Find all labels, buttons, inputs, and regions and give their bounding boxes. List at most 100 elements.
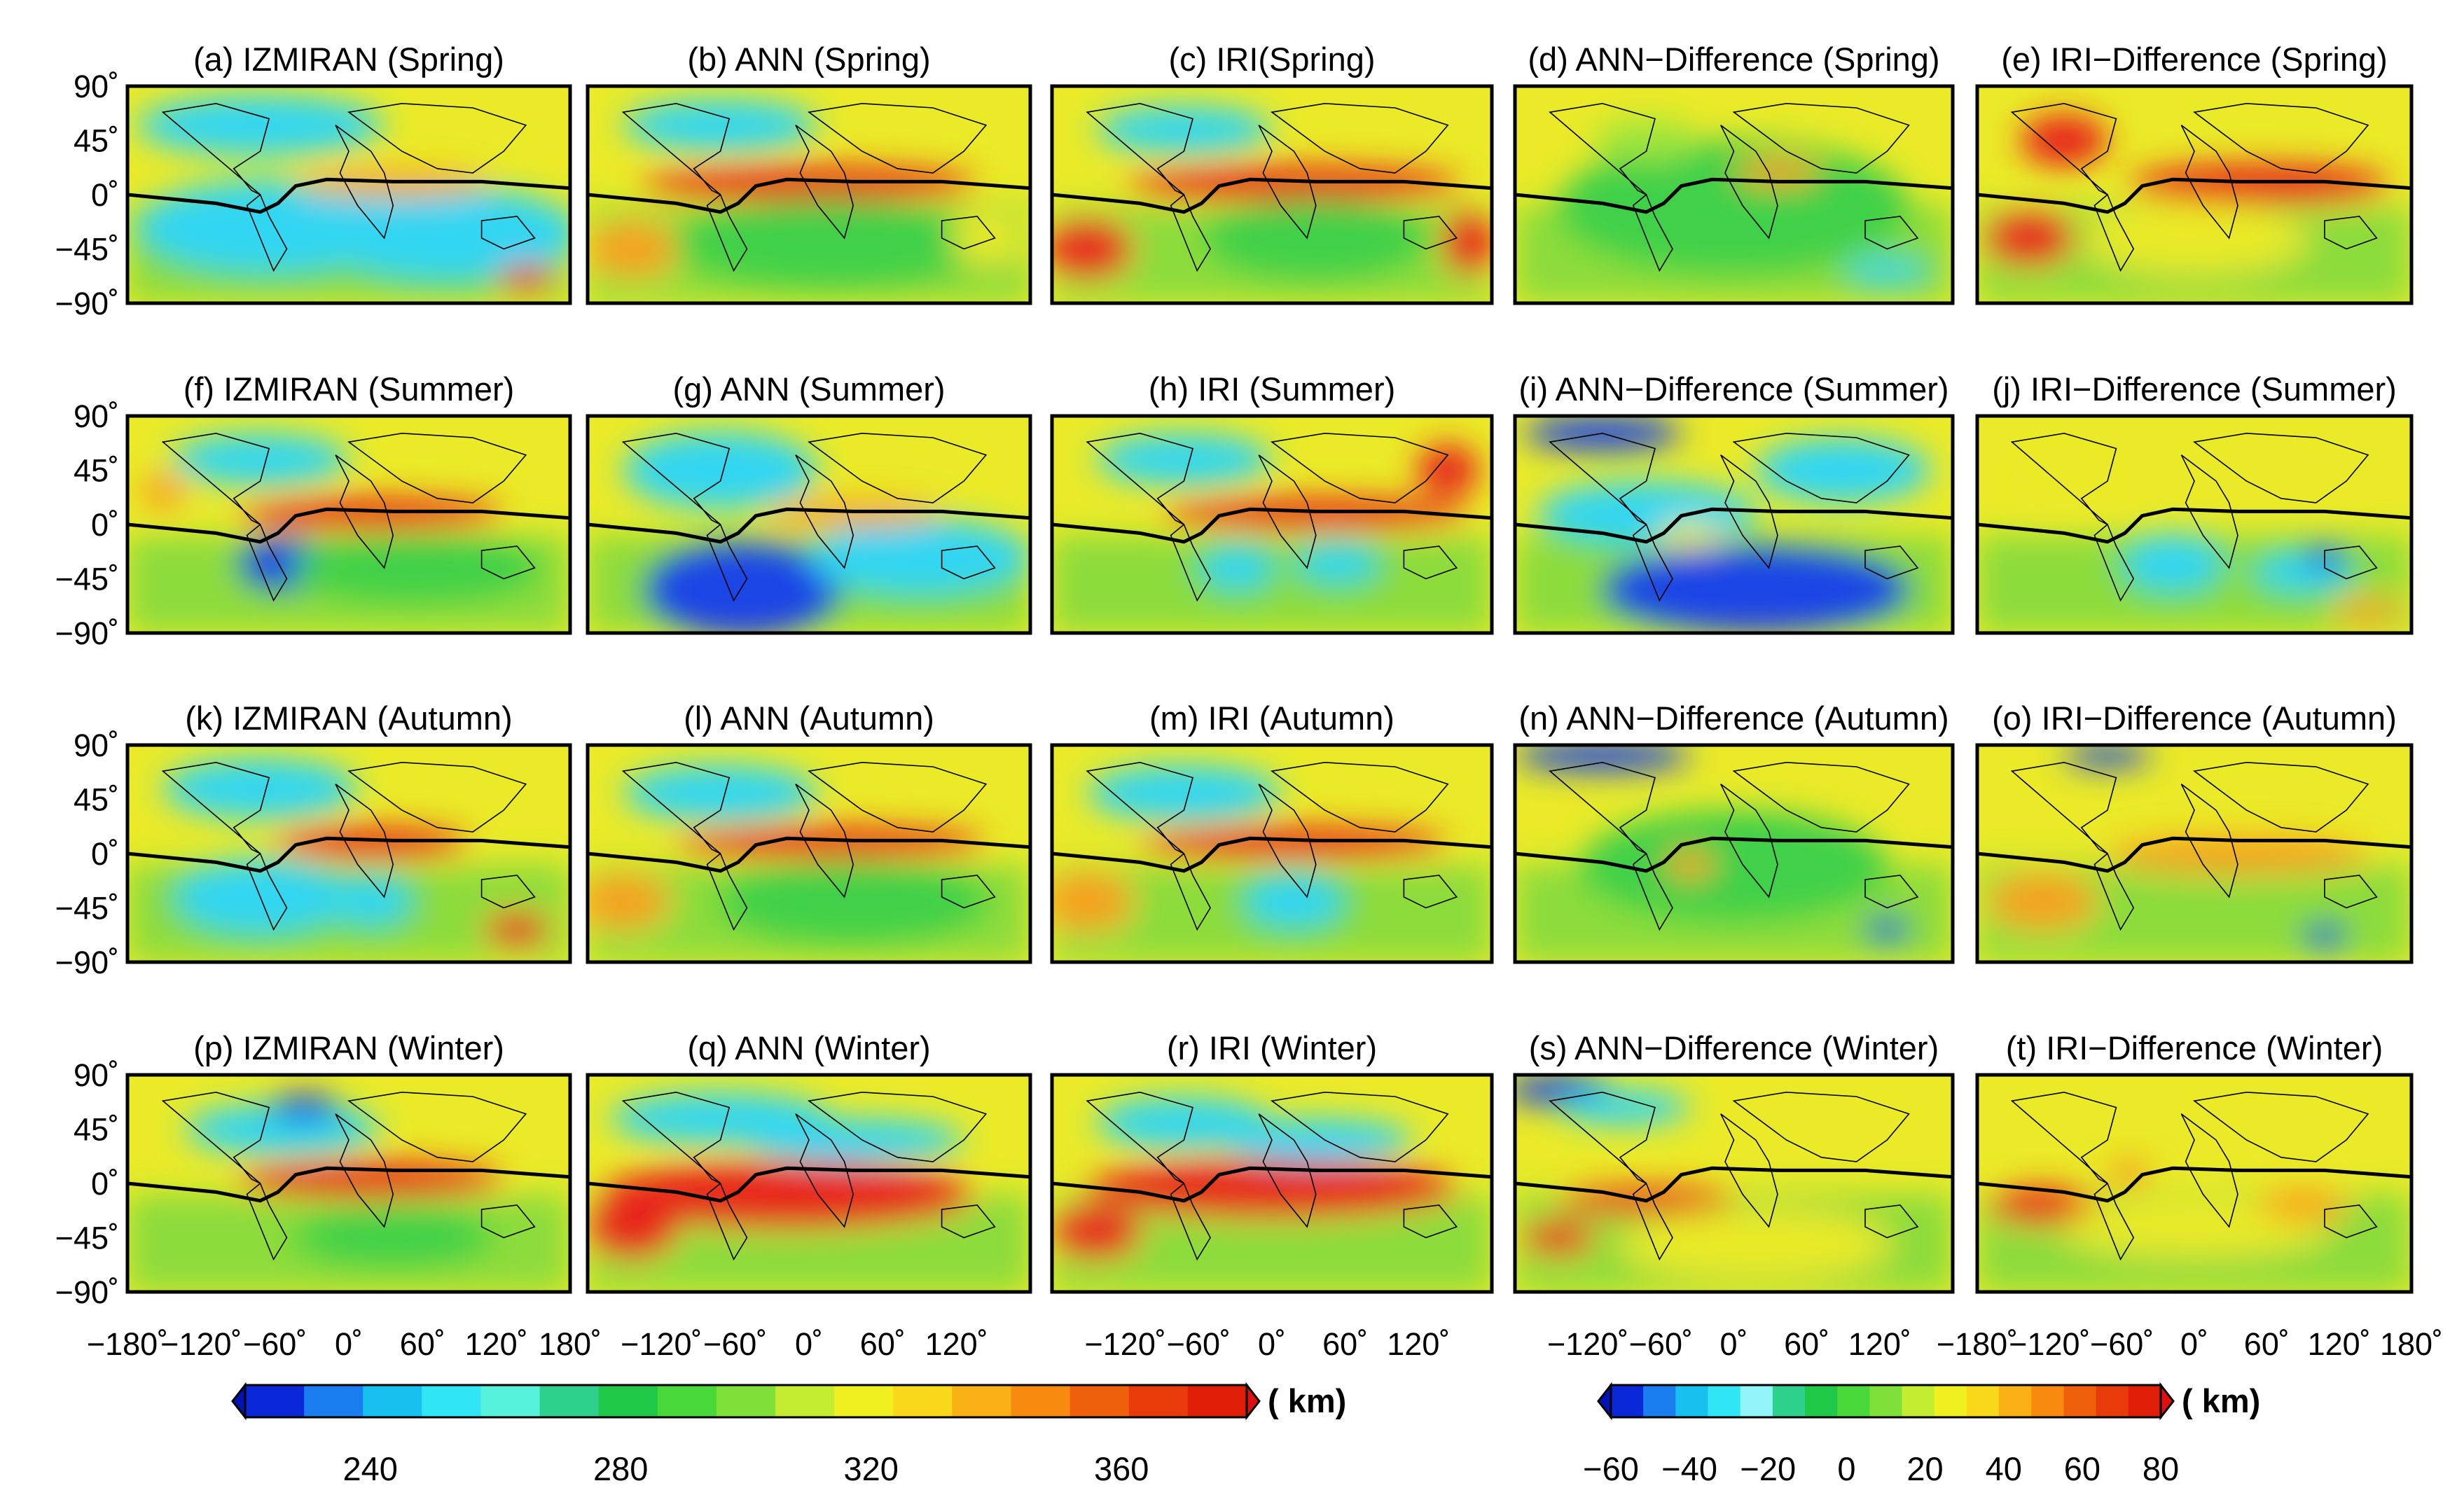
colorbar-segment (2096, 1385, 2129, 1417)
panel-title: (k) IZMIRAN (Autumn) (185, 700, 512, 737)
coastline (161, 102, 270, 195)
lon-tick-label: −180˚ (87, 1326, 168, 1362)
coastline (1170, 852, 1212, 931)
panel-title: (t) IRI−Difference (Winter) (2006, 1029, 2383, 1066)
lat-tick-label: −45˚ (55, 562, 119, 597)
colorbar-segment (245, 1385, 305, 1417)
contour-blob (1990, 1188, 2095, 1223)
colorbar-tick-label: 20 (1906, 1450, 1943, 1487)
height-colorbar: 240 280 320 360 ( km) (231, 1382, 1346, 1487)
colorbar-segment (716, 1385, 776, 1417)
map-panel-14 (1513, 743, 1955, 964)
coastline (2093, 852, 2135, 931)
coastline (1864, 545, 1919, 580)
map-panel-12 (586, 743, 1032, 964)
contour-blob (326, 875, 415, 928)
panel-title: (c) IRI(Spring) (1168, 41, 1375, 78)
panel-title: (s) ANN−Difference (Winter) (1529, 1029, 1939, 1066)
panel-title: (a) IZMIRAN (Spring) (193, 41, 504, 78)
colorbar-segment (952, 1385, 1012, 1417)
lon-tick-label: −60˚ (243, 1326, 307, 1362)
panel-frame (125, 414, 572, 635)
contour-field (1977, 1159, 2411, 1292)
coastline (941, 216, 996, 250)
coastline (2180, 454, 2238, 569)
contour-blob (1663, 851, 1717, 878)
magnetic-equator-line (588, 507, 1030, 544)
coastline (706, 1182, 748, 1261)
colorbar-segment (2128, 1385, 2161, 1417)
coastline (2180, 1113, 2238, 1228)
colorbar-segment (1675, 1385, 1709, 1417)
contour-blob (1241, 872, 1347, 930)
coastline (2193, 1091, 2369, 1162)
coastline (941, 875, 996, 909)
magnetic-equator-line (1977, 836, 2411, 873)
contour-blob (296, 1211, 491, 1264)
contour-field (1515, 1075, 1953, 1292)
magnetic-equator-line (1515, 507, 1953, 544)
coastline (1549, 102, 1656, 195)
colorbar-segment (1128, 1385, 1189, 1417)
magnetic-equator-line (1977, 177, 2411, 214)
coastline (706, 523, 748, 602)
colorbar-tick-label: −60 (1583, 1450, 1639, 1487)
coastline (795, 784, 854, 898)
map-panel-16 (125, 1073, 572, 1294)
coastline (1086, 1091, 1193, 1184)
coastline (2180, 125, 2238, 239)
coastline (480, 1204, 536, 1239)
contour-blob (588, 875, 667, 928)
coastline (1732, 102, 1910, 174)
contour-blob (1052, 872, 1132, 930)
colorbar-segment (1966, 1385, 2000, 1417)
lon-tick-label: −120˚ (2009, 1326, 2090, 1362)
contour-field (588, 431, 1030, 633)
coastline (1271, 1091, 1449, 1162)
panel-frame (1513, 84, 1955, 305)
magnetic-equator-line (127, 177, 570, 214)
coastline (480, 875, 536, 909)
contour-blob (1294, 541, 1382, 585)
coastline (1258, 784, 1317, 898)
panel-frame (586, 743, 1032, 964)
panel-title: (b) ANN (Spring) (687, 41, 930, 78)
panel-title: (q) ANN (Winter) (687, 1029, 930, 1066)
coastline (1732, 1091, 1910, 1162)
magnetic-equator-line (127, 507, 570, 544)
coastline (1720, 125, 1778, 239)
contour-blob (485, 914, 548, 945)
coastline (807, 102, 988, 174)
lat-tick-label: 0˚ (91, 507, 119, 543)
coastline (1258, 125, 1317, 239)
panel-frame (125, 1073, 572, 1294)
contour-blob (2259, 1190, 2346, 1221)
colorbar-segment (422, 1385, 481, 1417)
magnetic-equator-line (1052, 1166, 1492, 1203)
coastline (807, 761, 988, 833)
contour-blob (764, 500, 942, 527)
map-panels (125, 84, 2414, 1294)
panel-frame (125, 84, 572, 305)
coastline (480, 216, 536, 250)
panel-frame (125, 743, 572, 964)
contour-blob (136, 95, 385, 156)
coastline (1271, 102, 1449, 174)
coastline (1170, 1182, 1212, 1261)
coastline (1864, 875, 1919, 909)
coastline (795, 454, 854, 569)
map-panel-2 (586, 84, 1032, 305)
magnetic-equator-line (1977, 507, 2411, 544)
coastline (795, 1113, 854, 1228)
map-panel-5 (1975, 84, 2414, 305)
panel-frame (1975, 743, 2414, 964)
contour-blob (623, 431, 818, 510)
coastline (480, 545, 536, 580)
coastline (1720, 454, 1778, 569)
colorbar-segment (1999, 1385, 2032, 1417)
coastline (1632, 523, 1673, 602)
panel-title: (j) IRI−Difference (Summer) (1992, 370, 2397, 408)
lat-tick-label: −45˚ (55, 891, 119, 926)
contour-blob (2333, 600, 2403, 623)
coastline (2093, 1182, 2135, 1261)
